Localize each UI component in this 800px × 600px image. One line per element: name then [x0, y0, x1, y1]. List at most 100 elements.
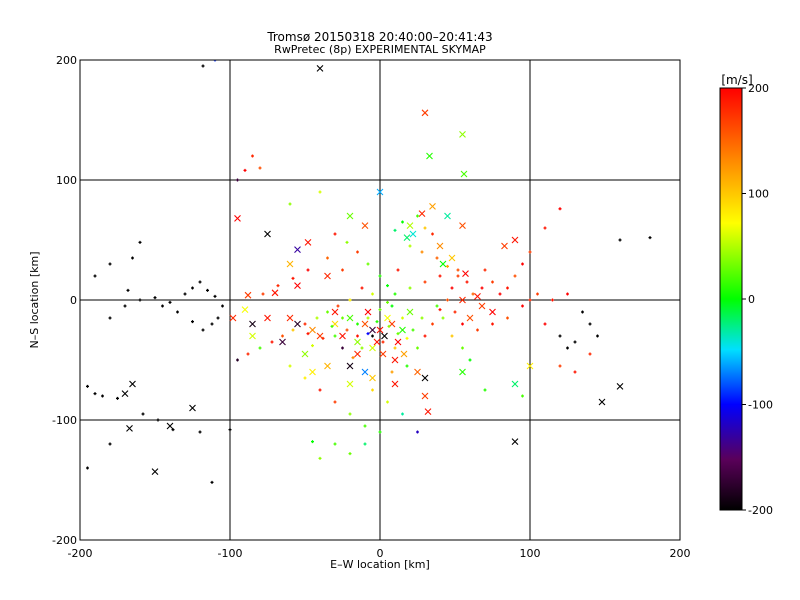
data-point-dot: [191, 320, 194, 324]
data-point-dot: [303, 322, 307, 326]
data-point-dot: [431, 232, 434, 236]
data-point-dot: [416, 214, 419, 218]
y-tick-labels: -200 -100 0 100 200: [52, 54, 77, 547]
data-point-x: [346, 362, 354, 370]
data-point-x: [474, 293, 481, 300]
data-point-x: [421, 374, 429, 382]
data-point-x: [346, 380, 354, 388]
data-point-dot: [311, 440, 314, 444]
data-point-dot: [596, 334, 599, 338]
data-point-dot: [491, 280, 494, 284]
data-point-dot: [573, 370, 577, 374]
colorbar-tick-label: 100: [748, 188, 769, 201]
data-point-dot: [371, 388, 374, 392]
data-point-dot: [153, 296, 157, 300]
data-point-dot: [168, 300, 172, 304]
data-point-dot: [318, 190, 322, 194]
data-point-dot: [618, 238, 622, 242]
data-point-dot: [405, 336, 409, 340]
data-point-x: [379, 350, 387, 358]
data-point-dot: [306, 268, 310, 272]
data-point-x: [373, 338, 381, 346]
data-point-dot: [465, 280, 469, 284]
data-points: [86, 60, 652, 484]
data-point-dot: [386, 284, 389, 288]
data-point-dot: [348, 452, 352, 456]
data-point-x: [324, 272, 331, 280]
data-point-dot: [261, 292, 265, 296]
data-point-dot: [221, 304, 224, 308]
colorbar-tick-label: 0: [748, 293, 755, 306]
data-point-x: [364, 308, 372, 316]
data-point-dot: [588, 352, 592, 356]
x-tick-label: -100: [218, 547, 243, 560]
data-point-dot: [446, 298, 449, 302]
data-point-dot: [101, 394, 104, 398]
data-point-dot: [251, 154, 254, 158]
data-point-x: [459, 368, 466, 376]
data-point-dot: [258, 166, 262, 170]
data-point-dot: [528, 298, 532, 302]
data-point-dot: [408, 286, 412, 290]
data-point-dot: [366, 262, 370, 266]
data-point-x: [301, 350, 309, 358]
data-point-dot: [435, 304, 439, 308]
data-point-dot: [483, 388, 487, 392]
chart-subtitle: RwPretec (8p) EXPERIMENTAL SKYMAP: [274, 43, 486, 56]
data-point-dot: [480, 286, 484, 290]
data-point-dot: [108, 442, 112, 446]
data-point-dot: [375, 320, 379, 324]
y-tick-label: -100: [52, 414, 77, 427]
data-point-x: [354, 338, 361, 346]
data-point-dot: [513, 274, 517, 278]
data-point-dot: [288, 202, 292, 206]
data-point-dot: [378, 274, 382, 278]
data-point-dot: [156, 418, 160, 422]
data-point-x: [466, 314, 474, 322]
data-point-dot: [138, 298, 142, 302]
data-point-dot: [401, 220, 404, 224]
data-point-x: [294, 282, 301, 289]
data-point-dot: [420, 250, 424, 254]
data-point-dot: [543, 322, 547, 326]
data-point-dot: [318, 456, 322, 460]
data-point-dot: [303, 376, 307, 380]
data-point-dot: [491, 322, 494, 326]
data-point-dot: [396, 332, 400, 336]
data-point-x: [616, 383, 624, 390]
data-point-dot: [206, 288, 209, 292]
data-point-x: [339, 332, 346, 340]
data-point-x: [271, 289, 279, 297]
data-point-x: [234, 215, 241, 222]
data-point-x: [279, 338, 286, 346]
data-point-dot: [86, 466, 89, 470]
data-point-dot: [138, 240, 142, 244]
data-point-x: [241, 306, 249, 313]
data-point-x: [459, 131, 466, 138]
data-point-dot: [446, 264, 449, 268]
data-point-dot: [123, 304, 127, 308]
data-point-x: [151, 468, 159, 475]
data-point-dot: [476, 328, 479, 332]
data-point-x: [229, 314, 237, 322]
data-point-dot: [648, 236, 652, 240]
data-point-dot: [401, 412, 404, 416]
data-point-dot: [521, 394, 524, 398]
data-point-dot: [198, 430, 202, 434]
data-point-dot: [566, 292, 569, 296]
data-point-dot: [461, 346, 464, 350]
data-point-dot: [393, 228, 397, 232]
data-point-x: [406, 222, 414, 229]
data-point-dot: [93, 392, 97, 396]
data-point-dot: [371, 292, 374, 296]
data-point-x: [309, 368, 316, 376]
data-point-dot: [291, 328, 295, 332]
data-point-x: [331, 308, 339, 316]
data-point-dot: [291, 276, 295, 280]
data-point-dot: [420, 316, 424, 320]
data-point-x: [249, 320, 256, 328]
data-point-x: [399, 326, 406, 334]
data-point-dot: [228, 428, 232, 432]
data-point-x: [418, 210, 426, 217]
